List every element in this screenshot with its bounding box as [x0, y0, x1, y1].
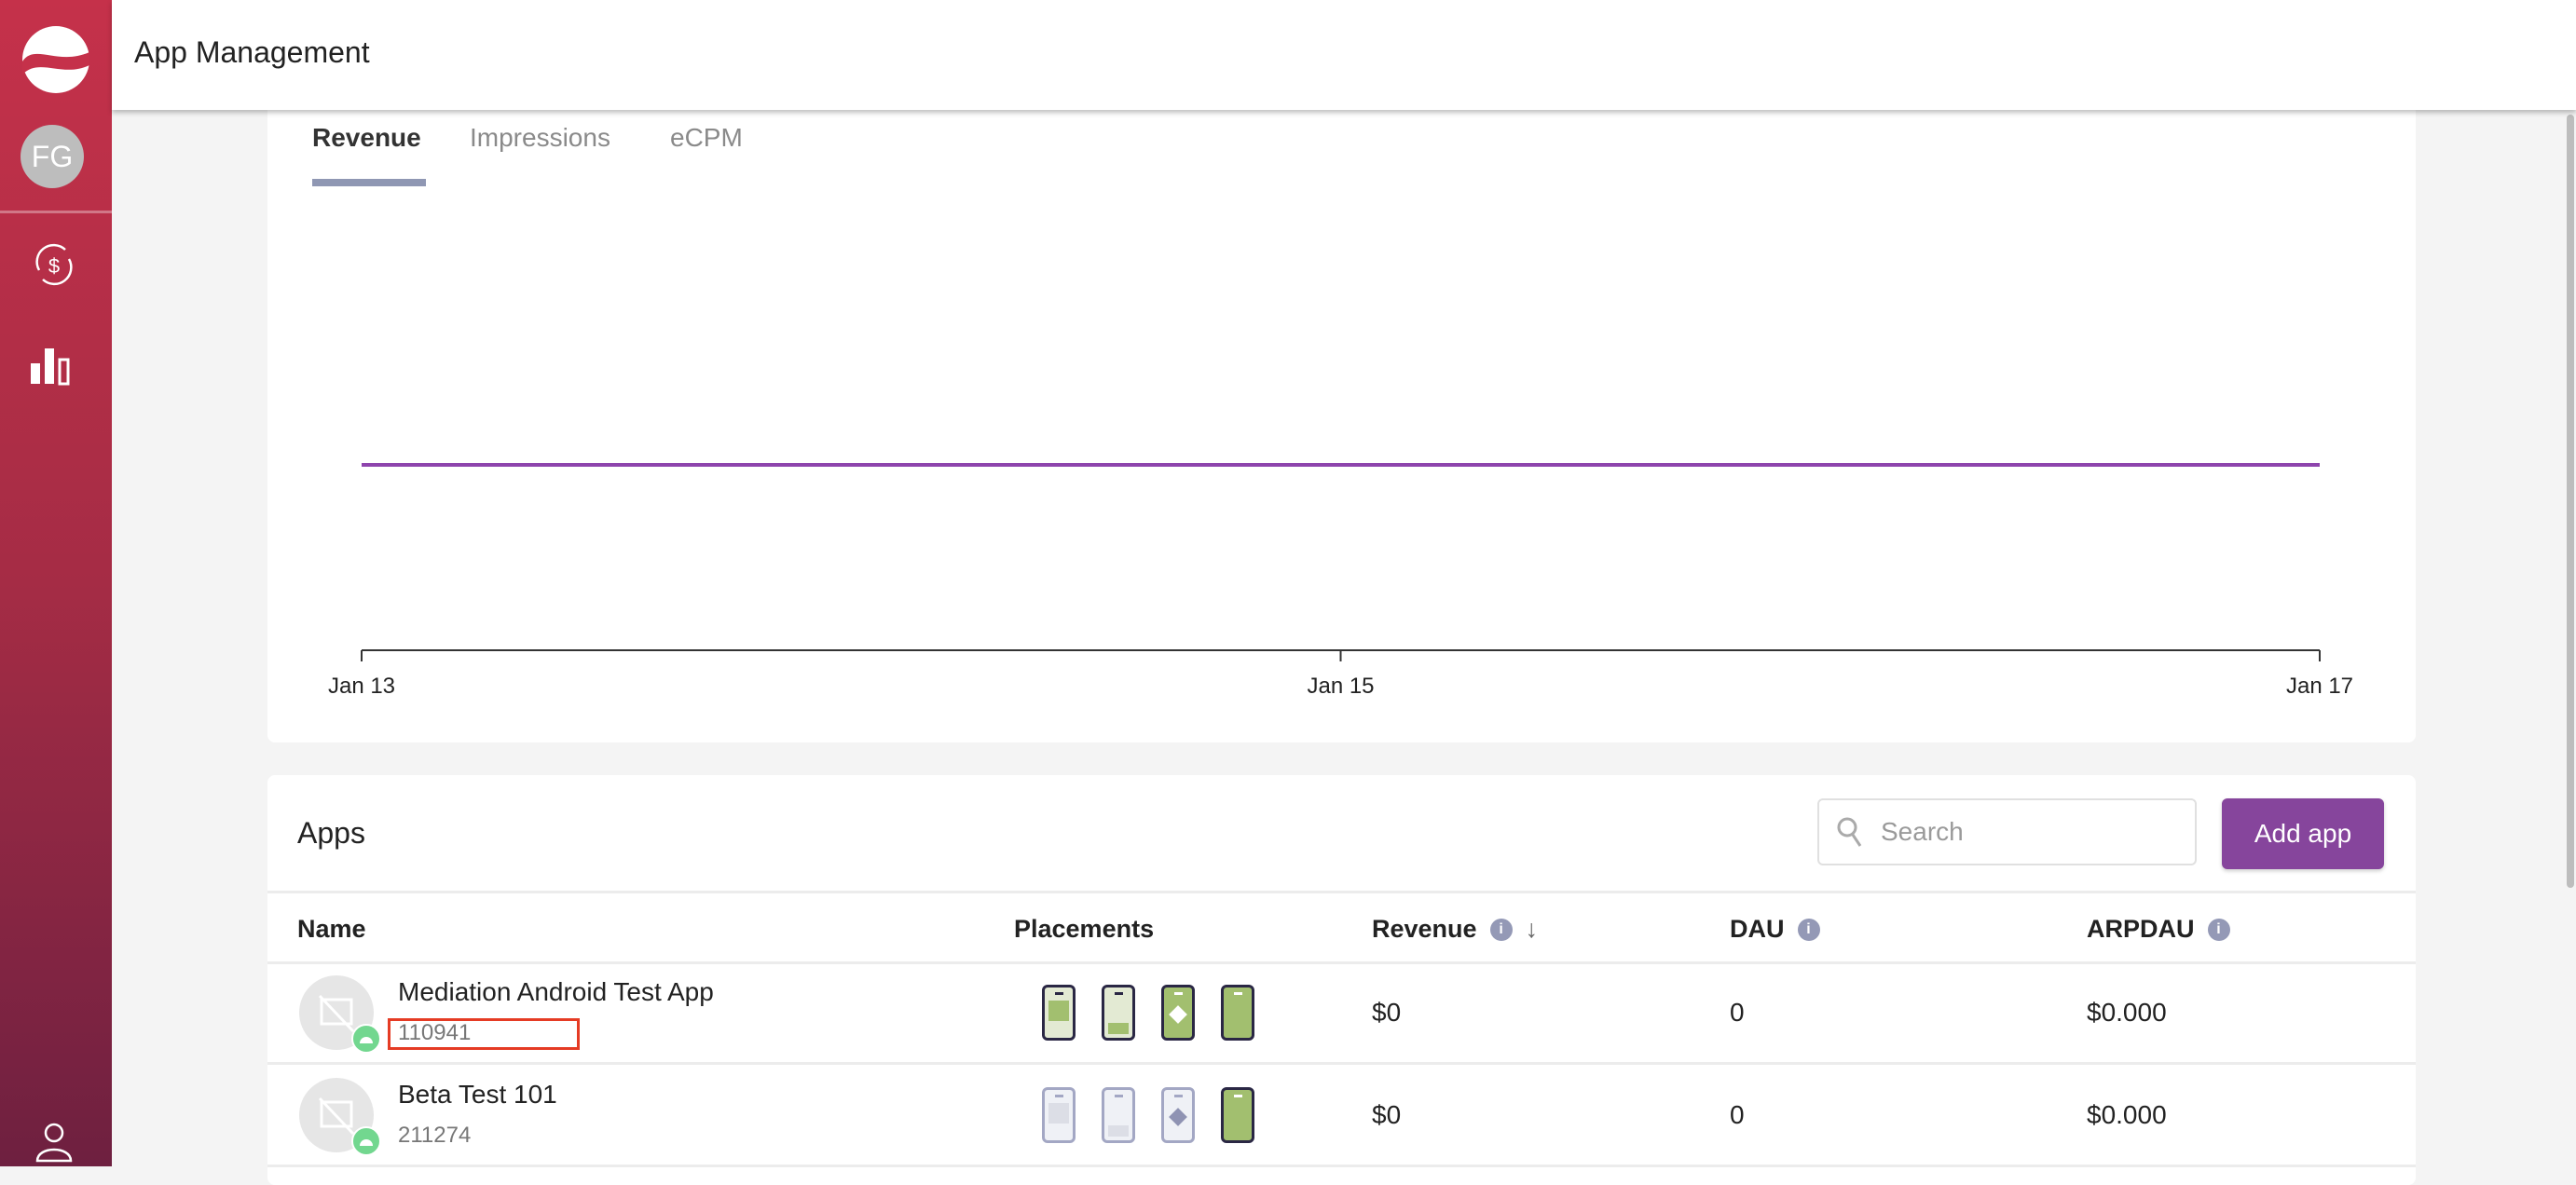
revenue-value: $0: [1372, 1100, 1402, 1129]
apps-title: Apps: [297, 816, 365, 850]
chart-card: Revenue Impressions eCPM Jan 13 Jan 15 Jan…: [267, 84, 2416, 742]
search-icon: [1837, 817, 1862, 847]
active-tab-indicator: [312, 179, 426, 186]
x-tick-label: Jan 17: [2286, 674, 2353, 699]
divider: [267, 891, 2416, 893]
android-icon: [351, 1126, 381, 1156]
placement-interstitial-icon[interactable]: [1102, 1087, 1135, 1143]
search-input[interactable]: Search: [1817, 798, 2197, 865]
column-header-arpdau[interactable]: ARPDAU i: [2087, 915, 2230, 944]
svg-text:$: $: [48, 254, 60, 278]
column-label: Revenue: [1372, 915, 1477, 943]
app-id: 110941: [398, 1020, 472, 1045]
info-icon[interactable]: i: [1489, 918, 1513, 941]
bar-chart-icon[interactable]: [28, 343, 80, 395]
apps-card: Apps Search Add app Name Placements Reve…: [267, 775, 2416, 1185]
app-placeholder-icon: [299, 1078, 374, 1152]
page-title: App Management: [134, 35, 370, 69]
divider: [267, 1062, 2416, 1065]
placement-banner-icon[interactable]: [1042, 1087, 1076, 1143]
logo-icon[interactable]: [21, 24, 91, 95]
tab-impressions[interactable]: Impressions: [470, 123, 610, 152]
column-header-placements: Placements: [1014, 915, 1154, 944]
search-placeholder: Search: [1881, 817, 1964, 846]
tab-ecpm[interactable]: eCPM: [670, 123, 743, 152]
placement-interstitial-icon[interactable]: [1102, 985, 1135, 1041]
sidebar-divider: [0, 211, 112, 213]
placement-rewarded-icon[interactable]: [1161, 985, 1195, 1041]
x-tick-label: Jan 15: [1307, 674, 1374, 699]
arpdau-value: $0.000: [2087, 998, 2167, 1027]
avatar[interactable]: FG: [21, 125, 84, 188]
app-name[interactable]: Beta Test 101: [398, 1080, 557, 1109]
column-label: DAU: [1730, 915, 1785, 943]
highlight-box: [388, 1018, 580, 1050]
add-app-button[interactable]: Add app: [2222, 798, 2384, 869]
column-header-name[interactable]: Name: [297, 915, 366, 944]
arpdau-value: $0.000: [2087, 1100, 2167, 1129]
x-tick-label: Jan 13: [328, 674, 395, 699]
app-id: 211274: [398, 1123, 472, 1148]
sidebar: FG $: [0, 0, 112, 1166]
revenue-value: $0: [1372, 998, 1402, 1027]
column-header-revenue[interactable]: Revenue i ↓: [1372, 915, 1538, 944]
top-header: App Management: [112, 0, 2576, 110]
column-label: Name: [297, 915, 366, 943]
column-label: ARPDAU: [2087, 915, 2195, 943]
placement-fullscreen-icon[interactable]: [1221, 1087, 1254, 1143]
android-icon: [351, 1024, 381, 1054]
user-icon[interactable]: [28, 1118, 80, 1170]
app-name[interactable]: Mediation Android Test App: [398, 977, 714, 1006]
info-icon[interactable]: i: [2207, 918, 2230, 941]
info-icon[interactable]: i: [1797, 918, 1820, 941]
dau-value: 0: [1730, 998, 1745, 1027]
tab-revenue[interactable]: Revenue: [312, 123, 421, 152]
placement-fullscreen-icon[interactable]: [1221, 985, 1254, 1041]
divider: [267, 961, 2416, 964]
scrollbar[interactable]: [2567, 115, 2574, 888]
column-header-dau[interactable]: DAU i: [1730, 915, 1820, 944]
revenue-chart: Jan 13 Jan 15 Jan 17: [328, 463, 2353, 699]
dau-value: 0: [1730, 1100, 1745, 1129]
sort-desc-icon[interactable]: ↓: [1525, 915, 1539, 943]
placement-rewarded-icon[interactable]: [1161, 1087, 1195, 1143]
revenue-sync-icon[interactable]: $: [28, 238, 80, 291]
column-label: Placements: [1014, 915, 1155, 943]
placement-banner-icon[interactable]: [1042, 985, 1076, 1041]
